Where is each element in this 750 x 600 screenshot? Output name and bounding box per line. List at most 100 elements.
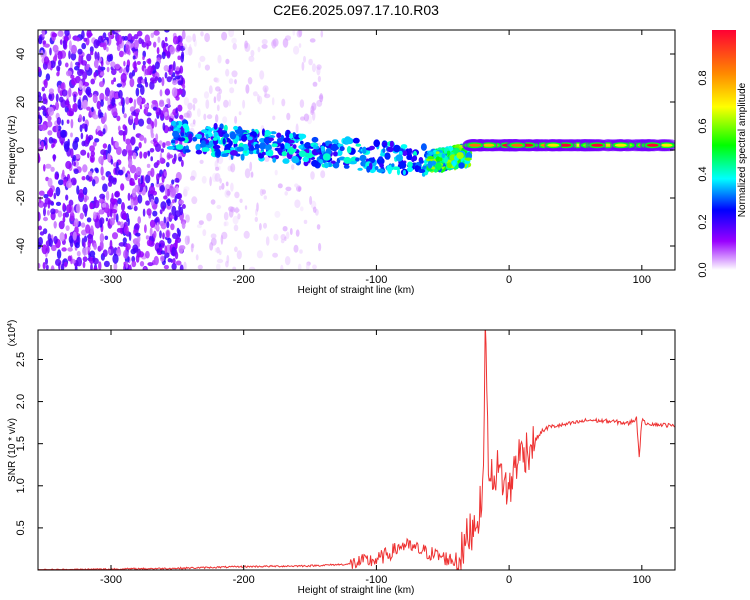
heatmap-cell <box>294 199 301 208</box>
heatmap-cell <box>70 177 77 186</box>
heatmap-cell <box>234 246 238 253</box>
heatmap-cell <box>153 30 160 36</box>
heatmap-cell <box>223 133 230 139</box>
heatmap-cell <box>123 113 127 119</box>
snr-x-ticks: -300 -200 -100 0 100 <box>100 330 651 586</box>
heatmap-cell <box>229 87 235 94</box>
heatmap-cell <box>42 262 46 270</box>
heatmap-cell <box>172 80 178 86</box>
heatmap-cell <box>93 39 100 49</box>
heatmap-cell <box>162 142 166 149</box>
heatmap-cell <box>216 263 221 270</box>
heatmap-cell <box>120 96 124 106</box>
y-tick-label: 2.0 <box>15 394 27 409</box>
heatmap-cell <box>106 66 110 73</box>
heatmap-cell <box>660 143 673 147</box>
heatmap-cell <box>228 78 234 85</box>
heatmap-cell <box>89 202 94 210</box>
x-tick-label: 100 <box>633 574 651 586</box>
snr-y-scale-note: (x104) <box>7 320 19 347</box>
heatmap-cell <box>86 217 92 223</box>
heatmap-cell <box>89 154 95 163</box>
heatmap-cell <box>38 190 45 196</box>
figure-title: C2E6.2025.097.17.10.R03 <box>273 2 439 18</box>
heatmap-cell <box>178 156 183 162</box>
heatmap-cell <box>75 37 81 42</box>
heatmap-cell <box>246 136 253 141</box>
heatmap-cell <box>56 117 62 125</box>
heatmap-cell <box>170 258 173 263</box>
heatmap-cell <box>127 192 131 201</box>
heatmap-cell <box>86 32 93 37</box>
heatmap-cell <box>90 150 96 157</box>
heatmap-cell <box>205 126 211 130</box>
heatmap-cell <box>74 136 80 143</box>
heatmap-cell <box>166 98 170 104</box>
heatmap-cell <box>265 236 270 246</box>
heatmap-cell <box>117 221 121 226</box>
heatmap-cell <box>116 161 119 169</box>
heatmap-cell <box>61 119 64 126</box>
colorbar-tick-label: 0.2 <box>697 214 709 229</box>
heatmap-cell <box>298 145 304 149</box>
colorbar-tick-label: 0.8 <box>697 70 709 85</box>
heatmap-cell <box>446 150 451 155</box>
heatmap-cell <box>93 266 98 270</box>
heatmap-cell <box>646 143 659 147</box>
heatmap-cell <box>90 51 94 56</box>
heatmap-cell <box>114 141 120 149</box>
heatmap-cell <box>53 138 58 144</box>
heatmap-cell <box>172 130 180 138</box>
heatmap-cell <box>112 253 119 264</box>
heatmap-cell <box>272 115 276 121</box>
heatmap-cell <box>118 50 124 58</box>
heatmap-cell <box>102 249 108 257</box>
heatmap-cell <box>156 160 160 166</box>
heatmap-cell <box>42 30 45 38</box>
heatmap-cell <box>118 130 124 136</box>
heatmap-cell <box>458 162 465 169</box>
heatmap-cell <box>99 233 105 243</box>
heatmap-cell <box>150 198 154 206</box>
heatmap-cell <box>127 149 133 157</box>
heatmap-cell <box>56 249 62 260</box>
heatmap-cell <box>123 60 126 67</box>
heatmap-cell <box>322 153 331 161</box>
heatmap-cell <box>53 192 57 200</box>
heatmap-cell <box>166 146 175 150</box>
heatmap-cell <box>111 68 117 76</box>
heatmap-cell <box>65 98 70 108</box>
heatmap-cell <box>293 244 299 253</box>
colorbar-tick-label: 0.0 <box>697 262 709 277</box>
heatmap-cell <box>113 77 116 82</box>
heatmap-cell <box>107 152 111 162</box>
heatmap-cell <box>135 232 141 237</box>
heatmap-cell <box>132 122 136 131</box>
heatmap-cell <box>317 75 321 83</box>
heatmap-cell <box>65 180 73 189</box>
heatmap-cell <box>175 95 180 101</box>
heatmap-cell <box>117 125 121 132</box>
heatmap-cell <box>215 148 221 157</box>
heatmap-cell <box>302 156 309 163</box>
heatmap-cell <box>204 64 210 71</box>
heatmap-cell <box>175 185 179 194</box>
x-tick-label: -300 <box>100 574 122 586</box>
heatmap-cell <box>90 78 95 85</box>
heatmap-cell <box>68 235 74 244</box>
heatmap-cell <box>170 187 176 197</box>
heatmap-cell <box>257 94 260 103</box>
heatmap-cell <box>234 191 240 199</box>
heatmap-cell <box>48 88 55 94</box>
heatmap-cell <box>70 44 78 55</box>
heatmap-cell <box>232 43 237 50</box>
heatmap-cell <box>168 64 173 70</box>
heatmap-cell <box>446 162 452 169</box>
heatmap-cell <box>308 58 313 66</box>
heatmap-cell <box>100 71 105 77</box>
heatmap-cell <box>162 232 165 240</box>
heatmap-region <box>166 119 433 177</box>
heatmap-cell <box>206 114 213 120</box>
heatmap-cell <box>303 219 308 224</box>
heatmap-cell <box>135 108 141 113</box>
